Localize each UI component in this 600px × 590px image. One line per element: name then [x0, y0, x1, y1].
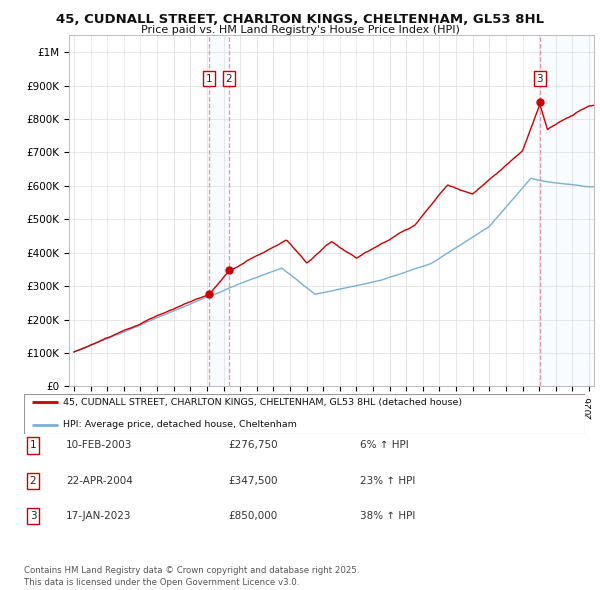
- Text: £276,750: £276,750: [228, 441, 278, 450]
- Text: 10-FEB-2003: 10-FEB-2003: [66, 441, 133, 450]
- Text: 17-JAN-2023: 17-JAN-2023: [66, 512, 131, 521]
- Text: Contains HM Land Registry data © Crown copyright and database right 2025.
This d: Contains HM Land Registry data © Crown c…: [24, 566, 359, 587]
- Text: 22-APR-2004: 22-APR-2004: [66, 476, 133, 486]
- Text: £347,500: £347,500: [228, 476, 277, 486]
- Text: 3: 3: [536, 74, 543, 84]
- Text: 3: 3: [29, 512, 37, 521]
- FancyBboxPatch shape: [24, 394, 585, 434]
- Text: Price paid vs. HM Land Registry's House Price Index (HPI): Price paid vs. HM Land Registry's House …: [140, 25, 460, 35]
- Bar: [540, 35, 594, 386]
- Text: 6% ↑ HPI: 6% ↑ HPI: [360, 441, 409, 450]
- Text: 2: 2: [226, 74, 232, 84]
- Bar: [209, 35, 229, 386]
- Text: 23% ↑ HPI: 23% ↑ HPI: [360, 476, 415, 486]
- Text: 1: 1: [205, 74, 212, 84]
- Text: 1: 1: [29, 441, 37, 450]
- Text: £850,000: £850,000: [228, 512, 277, 521]
- Text: 45, CUDNALL STREET, CHARLTON KINGS, CHELTENHAM, GL53 8HL: 45, CUDNALL STREET, CHARLTON KINGS, CHEL…: [56, 13, 544, 26]
- Text: HPI: Average price, detached house, Cheltenham: HPI: Average price, detached house, Chel…: [63, 420, 297, 430]
- Text: 45, CUDNALL STREET, CHARLTON KINGS, CHELTENHAM, GL53 8HL (detached house): 45, CUDNALL STREET, CHARLTON KINGS, CHEL…: [63, 398, 463, 407]
- Text: 38% ↑ HPI: 38% ↑ HPI: [360, 512, 415, 521]
- Text: 2: 2: [29, 476, 37, 486]
